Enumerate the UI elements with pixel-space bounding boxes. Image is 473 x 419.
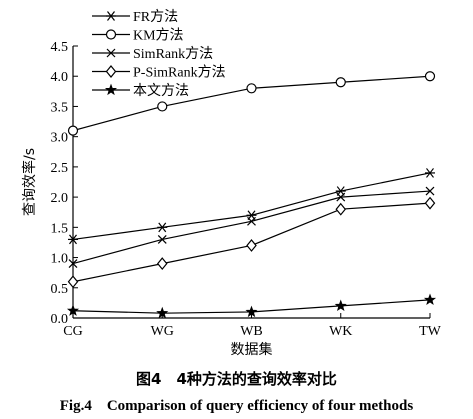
series-markers [66,71,437,319]
x-axis-label: 数据集 [231,341,273,358]
data-point [156,257,168,271]
legend-marker [104,83,118,96]
data-point [246,239,257,252]
y-tick-label: 2.0 [51,191,69,206]
x-axis-ticks: CG WG WB WK TW [63,313,442,339]
data-point [66,304,80,316]
data-point [336,192,346,202]
legend-item: SimRank方法 [92,46,213,62]
data-point [425,186,435,196]
y-axis-ticks: 0.0 0.5 1.0 1.5 2.0 2.5 3.0 3.5 4.0 4.5 [51,40,78,327]
data-point [423,293,437,306]
figure-caption-cn: 图4 4种方法的查询效率对比 [136,370,337,388]
x-tick-label: WG [151,324,174,339]
data-point [424,71,436,82]
legend-label: SimRank方法 [133,46,213,62]
data-point [67,125,79,136]
figure-caption-en: Fig.4 Comparison of query efficiency of … [59,398,414,414]
data-point [157,234,167,244]
legend-marker [105,29,117,40]
y-tick-label: 0.5 [51,282,69,297]
data-point [424,196,436,210]
data-point [245,305,258,318]
y-tick-label: 4.0 [51,70,69,85]
y-tick-label: 3.0 [51,131,69,146]
y-tick-label: 1.5 [51,221,69,236]
data-point [425,168,435,178]
data-point [67,275,79,289]
series-line [72,172,431,241]
data-point [334,299,347,312]
y-axis-label: 查询效率/s [21,148,38,216]
data-point [247,216,256,226]
data-point [68,234,78,245]
series-lines [72,75,431,314]
y-tick-label: 3.5 [51,100,69,115]
legend-label: 本文方法 [133,83,189,99]
y-tick-label: 1.0 [51,252,69,267]
y-tick-label: 4.5 [51,40,69,55]
legend-label: P-SimRank方法 [133,65,226,81]
data-point [156,306,169,319]
y-tick-label: 0.0 [51,312,69,327]
legend-label: KM方法 [133,28,184,44]
line-chart: 0.0 0.5 1.0 1.5 2.0 2.5 3.0 3.5 4.0 4.5 CG WG WB WK T… [21,9,442,358]
legend-item: FR方法 [92,9,178,25]
x-tick-label: TW [419,324,442,339]
x-tick-label: WK [329,324,352,339]
legend-item: KM方法 [92,28,184,44]
series-line [72,190,431,265]
legend-label: FR方法 [133,9,178,25]
x-tick-label: WB [240,324,263,339]
data-point [157,222,168,233]
x-tick-label: CG [63,324,82,339]
data-point [68,259,78,269]
data-point [335,77,346,88]
data-point [157,101,168,112]
legend-item: P-SimRank方法 [92,65,226,81]
legend-marker [105,65,117,78]
data-point [335,202,347,216]
y-tick-label: 2.5 [51,161,69,176]
legend-marker [106,11,116,21]
data-point [246,83,257,94]
legend-item: 本文方法 [92,83,189,99]
legend-marker [106,48,116,58]
